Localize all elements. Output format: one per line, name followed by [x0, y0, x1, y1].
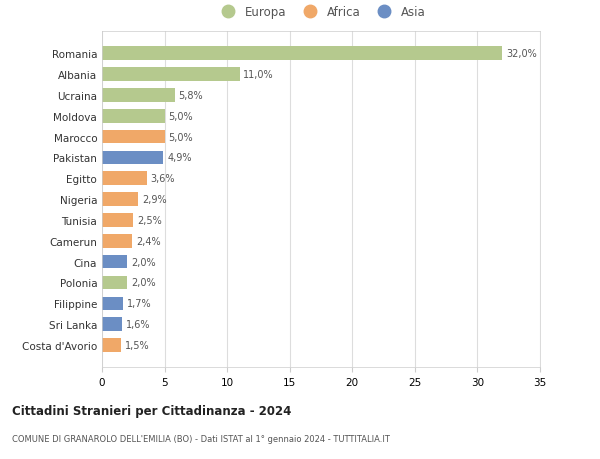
Text: 1,7%: 1,7% [127, 299, 152, 308]
Text: Cittadini Stranieri per Cittadinanza - 2024: Cittadini Stranieri per Cittadinanza - 2… [12, 404, 292, 417]
Text: 4,9%: 4,9% [167, 153, 191, 163]
Legend: Europa, Africa, Asia: Europa, Africa, Asia [213, 3, 429, 23]
Text: 5,0%: 5,0% [169, 112, 193, 122]
Text: COMUNE DI GRANAROLO DELL'EMILIA (BO) - Dati ISTAT al 1° gennaio 2024 - TUTTITALI: COMUNE DI GRANAROLO DELL'EMILIA (BO) - D… [12, 434, 390, 443]
Text: 2,0%: 2,0% [131, 257, 155, 267]
Bar [102, 255, 127, 269]
Bar [102, 110, 164, 123]
Bar [102, 151, 163, 165]
Bar [102, 130, 164, 144]
Text: 2,5%: 2,5% [137, 215, 162, 225]
Bar [102, 89, 175, 102]
Text: 5,8%: 5,8% [178, 91, 203, 101]
Text: 2,4%: 2,4% [136, 236, 160, 246]
Text: 11,0%: 11,0% [244, 70, 274, 80]
Bar [102, 235, 132, 248]
Text: 2,9%: 2,9% [142, 195, 167, 205]
Text: 3,6%: 3,6% [151, 174, 175, 184]
Text: 1,5%: 1,5% [125, 340, 149, 350]
Text: 2,0%: 2,0% [131, 278, 155, 288]
Bar [102, 47, 502, 61]
Bar [102, 172, 147, 185]
Bar [102, 214, 133, 227]
Text: 5,0%: 5,0% [169, 132, 193, 142]
Text: 32,0%: 32,0% [506, 49, 537, 59]
Bar [102, 318, 122, 331]
Bar [102, 338, 121, 352]
Bar [102, 276, 127, 290]
Bar [102, 193, 138, 207]
Text: 1,6%: 1,6% [126, 319, 150, 330]
Bar [102, 68, 239, 82]
Bar [102, 297, 123, 310]
